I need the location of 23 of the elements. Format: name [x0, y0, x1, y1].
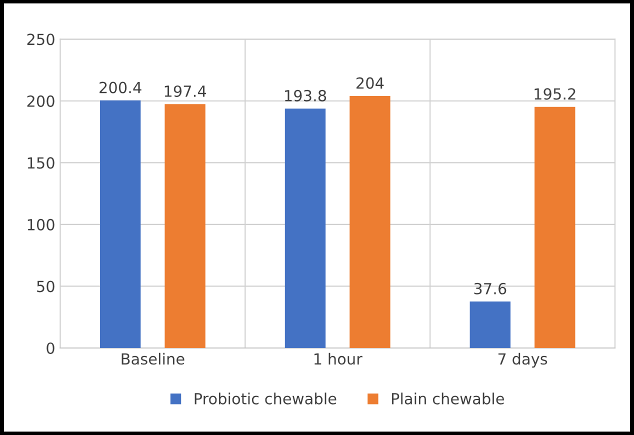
bar	[164, 104, 206, 348]
bar	[534, 106, 576, 348]
bar	[470, 302, 510, 348]
legend-label: Plain chewable	[392, 392, 504, 404]
y-tick-label: 100	[28, 218, 54, 230]
y-tick-label: 250	[27, 34, 54, 46]
y-tick-label: 150	[28, 157, 54, 169]
x-tick-label: 7 days	[498, 352, 548, 368]
y-tick-label: 0	[46, 342, 54, 354]
data-label: 195.2	[534, 88, 576, 100]
data-label: 197.4	[164, 85, 206, 98]
data-label: 204	[356, 77, 384, 89]
y-tick-label: 200	[27, 95, 54, 107]
legend-label: Probiotic chewable	[194, 392, 336, 404]
data-label: 193.8	[285, 90, 326, 102]
bar	[100, 100, 141, 348]
data-label: 37.6	[474, 282, 506, 294]
data-label: 200.4	[100, 82, 142, 94]
y-tick-label: 50	[37, 280, 54, 292]
x-tick-label: 1 hour	[314, 352, 362, 365]
bar	[284, 108, 326, 348]
x-tick-label: Baseline	[122, 352, 184, 365]
bar	[350, 96, 390, 348]
